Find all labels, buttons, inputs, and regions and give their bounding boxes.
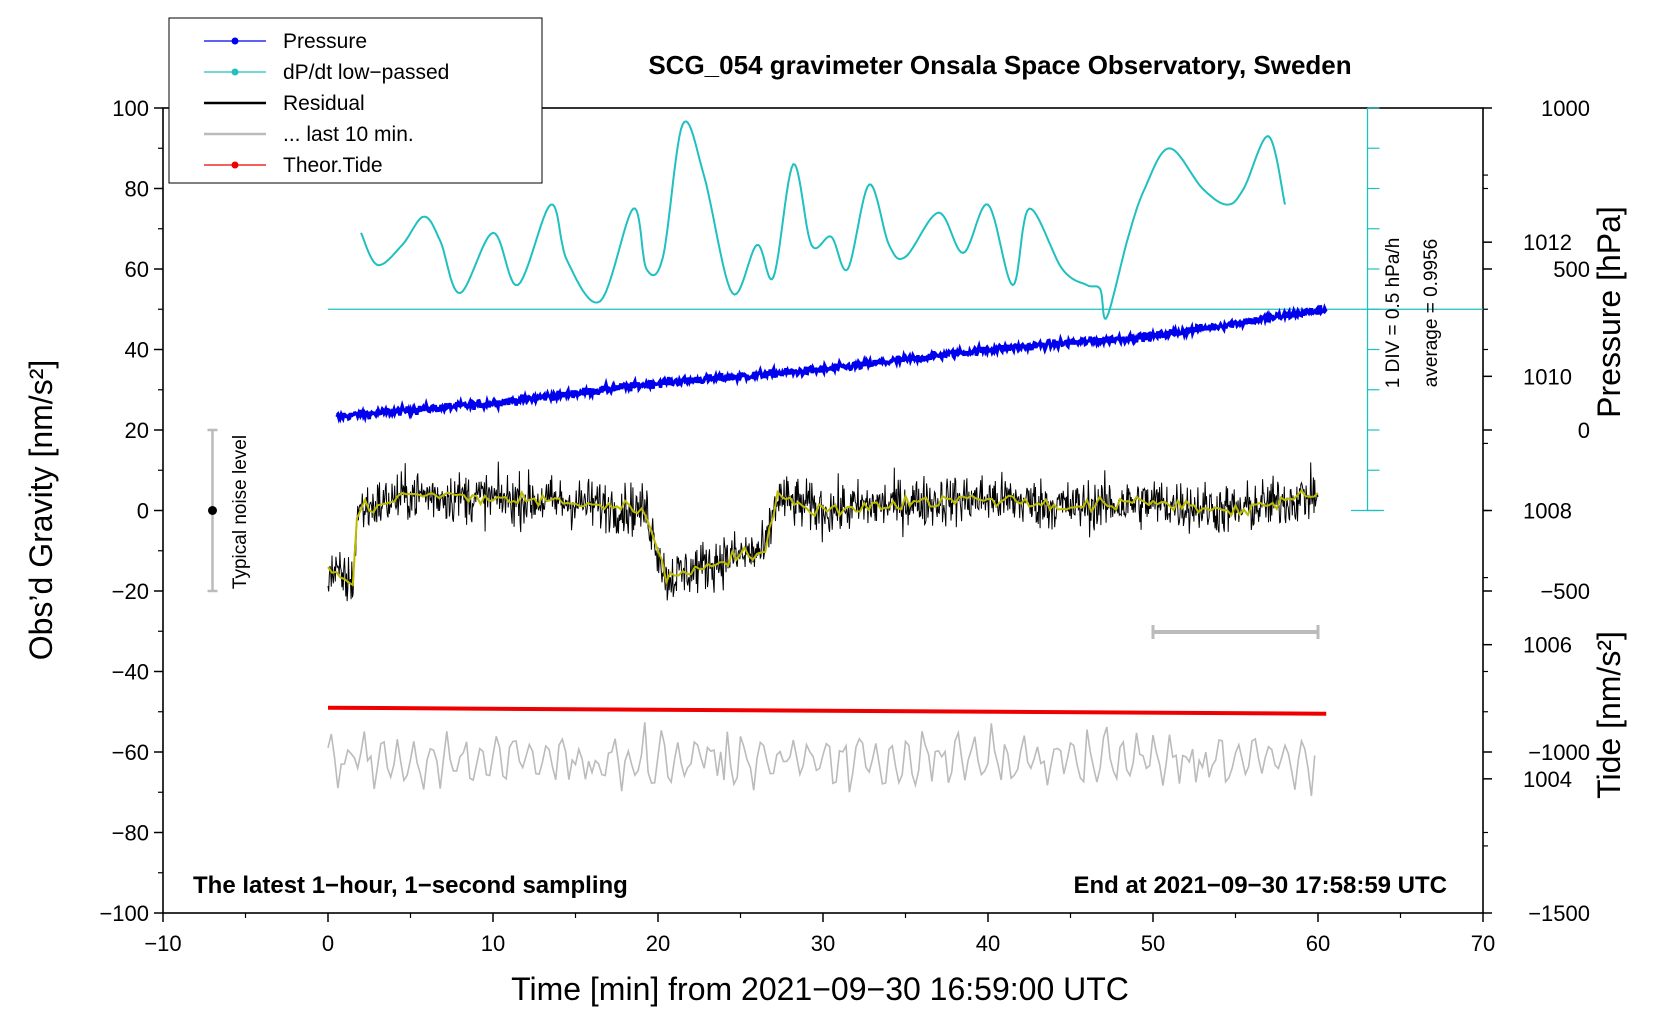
pressure-tick-label: 1008: [1523, 499, 1572, 524]
legend-label: Theor.Tide: [283, 154, 383, 177]
footer-left: The latest 1−hour, 1−second sampling: [193, 872, 628, 899]
tide-tick-label: −1000: [1528, 740, 1590, 765]
legend-label: Pressure: [283, 30, 367, 53]
x-tick-label: 40: [976, 931, 1000, 956]
footer-right: End at 2021−09−30 17:58:59 UTC: [1073, 872, 1447, 899]
y-axis-label-left: Obs’d Gravity [nm/s²]: [23, 360, 59, 661]
last10-line: [327, 722, 1316, 797]
legend-label: dP/dt low−passed: [283, 61, 449, 84]
axes-layer: −10 0 10 20 30 40 50 60 70−100−80−60−40−20020406…: [99, 96, 1590, 956]
y-tick-label: −20: [112, 579, 149, 604]
pressure-tick-label: 1004: [1523, 767, 1572, 792]
tide-tick-label: −1500: [1528, 901, 1590, 926]
legend-box: [168, 17, 543, 184]
pressure-line: [335, 303, 1328, 424]
dpdt-line: [360, 120, 1286, 320]
tide-tick-label: 500: [1553, 257, 1590, 282]
legend-marker: [231, 68, 239, 76]
y-tick-label: 20: [125, 418, 149, 443]
legend-label: ... last 10 min.: [283, 123, 414, 146]
legend-marker: [231, 161, 239, 169]
tide-tick-label: −500: [1540, 579, 1590, 604]
y-tick-label: 0: [137, 499, 149, 524]
y-axis-label-pressure: Pressure [hPa]: [1591, 206, 1627, 418]
residual-line: [327, 461, 1319, 602]
x-tick-label: −10: [144, 931, 181, 956]
y-tick-label: −100: [99, 901, 149, 926]
x-tick-label: 50: [1141, 931, 1165, 956]
chart-title: SCG_054 gravimeter Onsala Space Observat…: [648, 50, 1351, 80]
y-tick-label: −80: [112, 821, 149, 846]
y-tick-label: 60: [125, 257, 149, 282]
tide-tick-label: 0: [1578, 418, 1590, 443]
y-tick-label: 80: [125, 177, 149, 202]
x-tick-label: 30: [811, 931, 835, 956]
average-label: average = 0.9956: [1421, 239, 1442, 387]
x-tick-label: 60: [1306, 931, 1330, 956]
tide-line: [327, 705, 1327, 716]
legend: Pressure dP/dt low−passed Residual ... last…: [168, 17, 543, 184]
y-tick-label: 100: [112, 96, 149, 121]
pressure-tick-label: 1006: [1523, 633, 1572, 658]
y-tick-label: 40: [125, 338, 149, 363]
legend-label: Residual: [283, 92, 365, 115]
y-axis-label-tide: Tide [nm/s²]: [1591, 631, 1627, 799]
pressure-tick-label: 1010: [1523, 364, 1572, 389]
data-layer: [207, 107, 1483, 797]
x-tick-label: 10: [481, 931, 505, 956]
noise-level-label: Typical noise level: [230, 435, 251, 589]
x-tick-label: 0: [322, 931, 334, 956]
dpdt-scale-label: 1 DIV = 0.5 hPa/h: [1383, 238, 1404, 389]
tide-tick-label: 1000: [1541, 96, 1590, 121]
noise-level-dot: [208, 506, 217, 515]
x-axis-label: Time [min] from 2021−09−30 16:59:00 UTC: [511, 971, 1129, 1007]
residual-smooth-line: [327, 489, 1319, 587]
x-tick-label: 70: [1471, 931, 1495, 956]
y-tick-label: −40: [112, 660, 149, 685]
x-tick-label: 20: [646, 931, 670, 956]
legend-marker: [231, 37, 239, 45]
pressure-tick-label: 1012: [1523, 230, 1572, 255]
y-tick-label: −60: [112, 740, 149, 765]
